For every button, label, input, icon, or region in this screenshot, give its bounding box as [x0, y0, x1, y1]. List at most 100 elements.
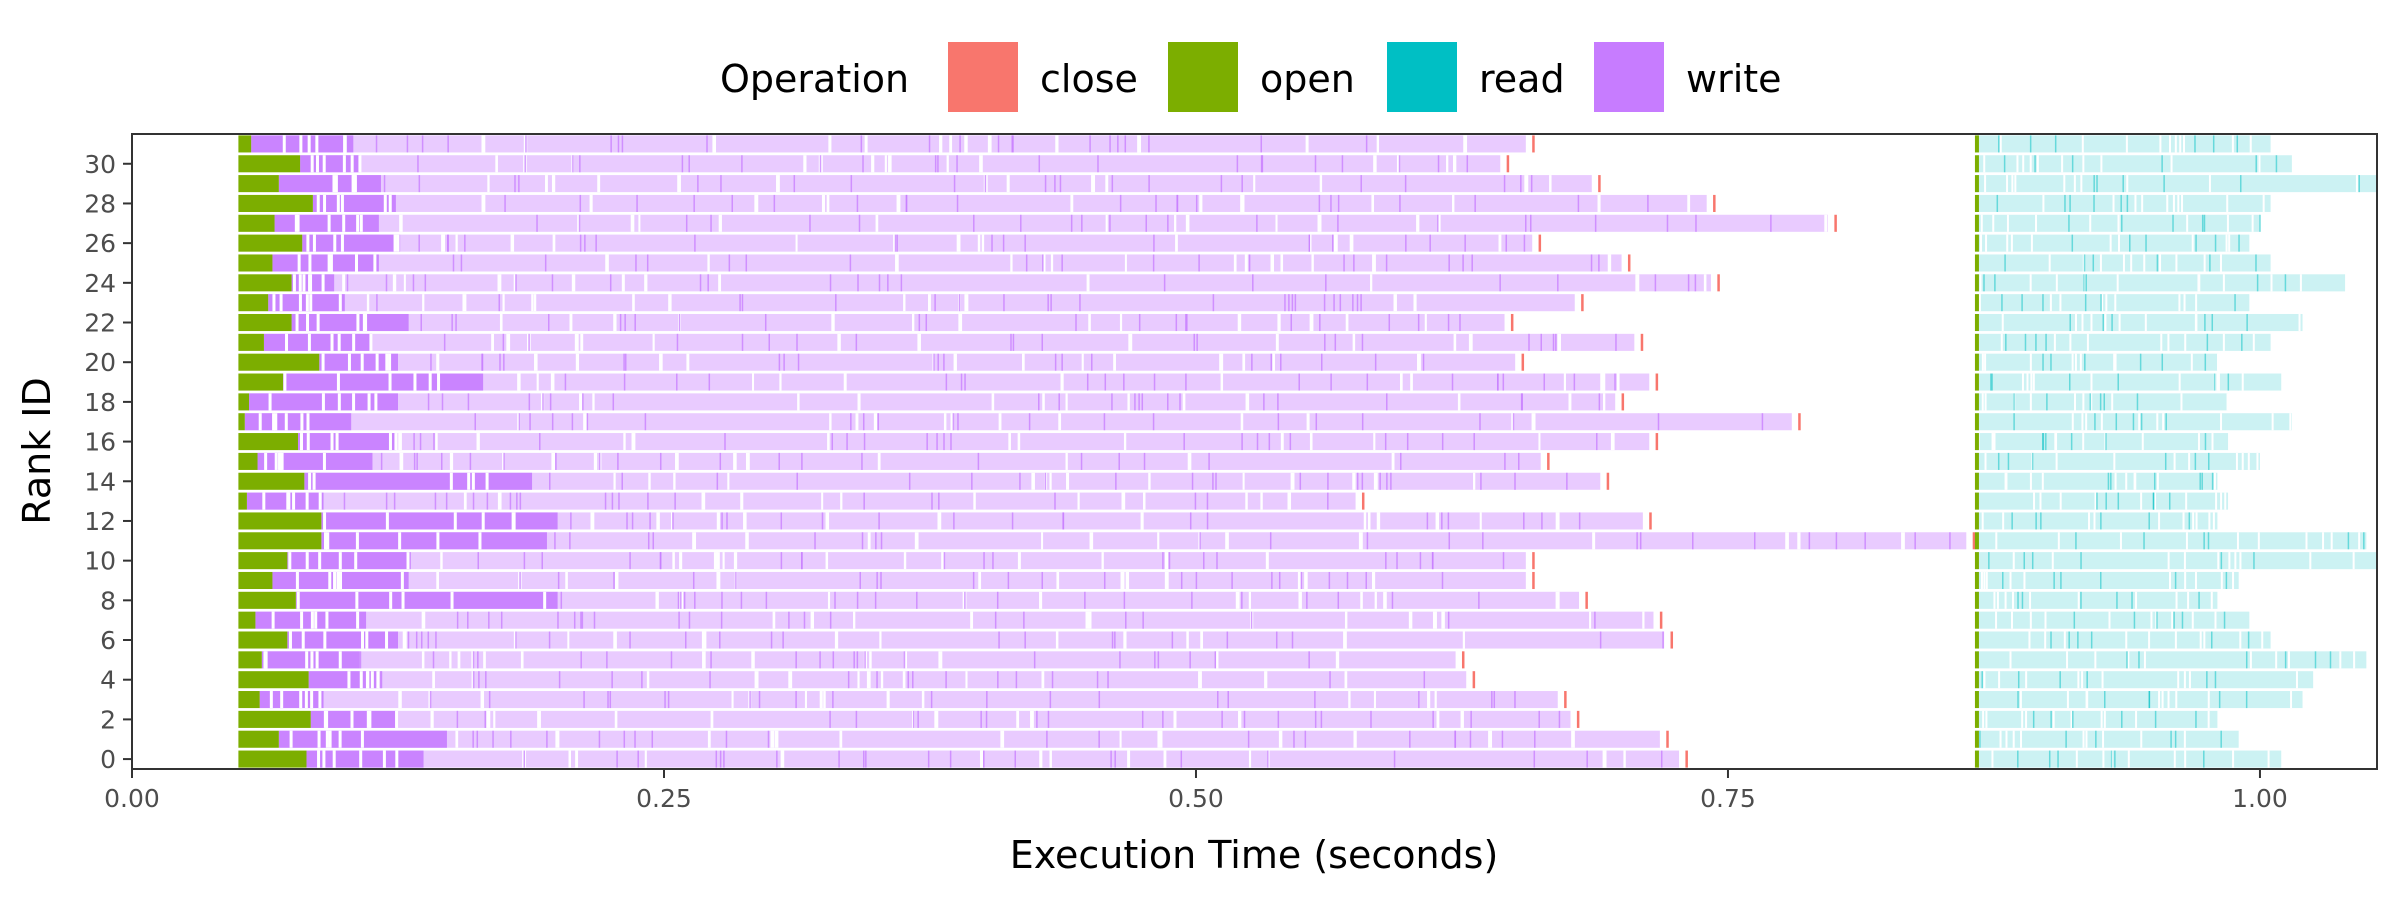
write-gap [283, 373, 287, 391]
write-op [621, 135, 624, 153]
read-op [2040, 512, 2042, 530]
write-gap [701, 492, 706, 510]
write-gap [350, 155, 354, 173]
read-op [2069, 313, 2071, 332]
write-gap [1408, 611, 1413, 629]
write-gap [272, 413, 276, 431]
write-gap [359, 671, 363, 689]
write-op [795, 691, 797, 709]
read-gap [2135, 591, 2138, 609]
read-op [2284, 274, 2287, 292]
read-gap [2059, 294, 2062, 312]
write-op [908, 472, 911, 490]
write-op [937, 155, 939, 173]
write-gap [1797, 532, 1801, 550]
read-op [2203, 532, 2205, 550]
write-gap [903, 294, 906, 312]
write-op [1339, 294, 1342, 312]
write-op [1343, 254, 1345, 272]
write-op [896, 234, 898, 252]
write-op [1306, 591, 1308, 609]
write-gap [895, 254, 899, 272]
read-gap [2217, 353, 2220, 371]
write-op [1248, 254, 1251, 272]
write-op [1662, 631, 1664, 649]
close-op [1640, 333, 1644, 351]
write-gap [659, 353, 663, 371]
write-op [1180, 571, 1183, 590]
read-span [1976, 353, 2218, 371]
write-op [1153, 234, 1155, 252]
write-gap [310, 691, 314, 709]
read-gap [2160, 333, 2163, 351]
write-gap [1242, 472, 1245, 490]
read-op [2227, 373, 2230, 391]
write-gap [825, 552, 829, 570]
read-gap [2085, 413, 2088, 431]
read-op [2172, 214, 2174, 232]
write-gap [613, 631, 617, 649]
write-gap [1352, 333, 1356, 351]
write-gap [772, 611, 776, 629]
write-op [583, 691, 585, 709]
read-gap [2057, 532, 2060, 550]
write-op [992, 552, 994, 570]
y-tick-label: 14 [84, 467, 116, 496]
y-tick-label: 12 [84, 507, 116, 536]
read-op [2096, 175, 2098, 193]
write-op [1208, 452, 1210, 470]
write-gap [1119, 730, 1122, 748]
read-op [2213, 373, 2216, 391]
read-gap [2114, 353, 2117, 371]
write-op [1194, 492, 1197, 510]
write-gap [1030, 710, 1034, 728]
write-op [595, 234, 597, 252]
write-op [413, 452, 416, 470]
close-op [1685, 750, 1688, 768]
write-gap [483, 651, 486, 669]
read-span [1976, 313, 2303, 332]
open-op [238, 175, 279, 193]
write-gap [788, 671, 793, 689]
write-op [343, 492, 346, 510]
write-dense [302, 234, 401, 252]
write-op [1217, 691, 1219, 709]
read-gap [2021, 373, 2024, 391]
write-op [980, 710, 982, 728]
read-gap [2167, 552, 2170, 570]
read-op [2003, 155, 2006, 173]
write-op [1019, 472, 1021, 490]
write-gap [1163, 750, 1167, 768]
write-op [1543, 373, 1546, 391]
write-op [1525, 214, 1527, 232]
write-gap [481, 194, 486, 212]
write-gap [1159, 730, 1163, 748]
read-gap [2114, 472, 2117, 490]
write-op [1058, 393, 1060, 411]
read-op [2132, 413, 2135, 431]
write-span [304, 472, 1601, 490]
write-gap [956, 234, 961, 252]
write-op [646, 254, 649, 272]
read-gap [2021, 710, 2024, 728]
write-op [447, 234, 449, 252]
write-gap [1240, 194, 1245, 212]
read-gap [2256, 452, 2259, 470]
write-gap [520, 651, 524, 669]
write-gap [354, 254, 358, 272]
read-op [2284, 651, 2287, 669]
read-gap [1993, 591, 1996, 609]
read-op [2358, 175, 2360, 193]
write-gap [1049, 750, 1052, 768]
write-op [1330, 194, 1332, 212]
write-op [1047, 294, 1049, 312]
write-op [421, 135, 424, 153]
write-op [1530, 214, 1532, 232]
close-op [1659, 611, 1663, 629]
write-gap [1344, 671, 1348, 689]
write-op [503, 452, 505, 470]
read-op [2086, 671, 2088, 689]
write-op [1103, 413, 1106, 431]
write-op [379, 671, 382, 689]
write-gap [886, 691, 890, 709]
